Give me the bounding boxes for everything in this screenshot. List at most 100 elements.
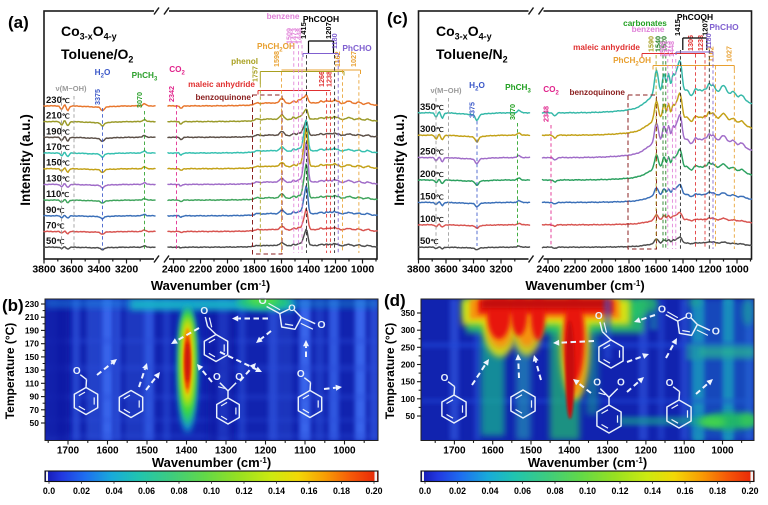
svg-text:1600: 1600 xyxy=(644,264,668,276)
svg-text:230℃: 230℃ xyxy=(46,95,70,106)
svg-text:PhCH3: PhCH3 xyxy=(505,83,531,95)
svg-text:300℃: 300℃ xyxy=(420,124,444,135)
svg-text:1238: 1238 xyxy=(696,35,705,51)
svg-text:3400: 3400 xyxy=(87,264,111,276)
svg-text:Intensity (a.u.): Intensity (a.u.) xyxy=(18,114,33,206)
svg-text:PhCH2OH: PhCH2OH xyxy=(257,42,295,54)
svg-text:3600: 3600 xyxy=(60,264,84,276)
svg-text:2348: 2348 xyxy=(541,106,550,122)
svg-text:3600: 3600 xyxy=(434,264,458,276)
svg-text:3070: 3070 xyxy=(508,104,517,120)
svg-text:50℃: 50℃ xyxy=(420,236,439,247)
svg-text:2400: 2400 xyxy=(536,264,560,276)
svg-text:O: O xyxy=(658,303,666,315)
svg-text:maleic anhydride: maleic anhydride xyxy=(573,43,640,52)
svg-text:2000: 2000 xyxy=(590,264,614,276)
svg-text:1600: 1600 xyxy=(482,446,505,457)
svg-text:100℃: 100℃ xyxy=(420,214,444,225)
svg-text:170: 170 xyxy=(25,339,39,349)
svg-text:70: 70 xyxy=(30,405,40,415)
svg-text:200℃: 200℃ xyxy=(420,169,444,180)
svg-text:170℃: 170℃ xyxy=(46,142,70,153)
svg-text:1306: 1306 xyxy=(686,35,695,51)
svg-text:350: 350 xyxy=(401,308,415,318)
svg-text:1266: 1266 xyxy=(317,71,326,87)
svg-text:Co3-xO4-y: Co3-xO4-y xyxy=(436,23,492,42)
svg-text:O: O xyxy=(666,378,674,389)
svg-text:benzoquinone: benzoquinone xyxy=(196,93,252,102)
svg-text:1400: 1400 xyxy=(671,264,695,276)
svg-text:230: 230 xyxy=(25,299,39,309)
svg-text:1300: 1300 xyxy=(215,446,238,457)
svg-text:150: 150 xyxy=(25,352,39,362)
svg-text:1700: 1700 xyxy=(443,446,466,457)
svg-text:O: O xyxy=(685,311,692,322)
svg-text:1200: 1200 xyxy=(698,264,722,276)
svg-text:Temperature (°C): Temperature (°C) xyxy=(3,323,17,420)
svg-text:0.12: 0.12 xyxy=(235,486,252,496)
svg-text:Co3-xO4-y: Co3-xO4-y xyxy=(61,23,117,42)
svg-text:O: O xyxy=(441,373,449,384)
svg-text:1540: 1540 xyxy=(653,36,662,52)
svg-text:O: O xyxy=(712,325,720,337)
svg-text:3375: 3375 xyxy=(93,89,102,105)
svg-text:benzene: benzene xyxy=(632,25,665,34)
svg-text:200: 200 xyxy=(401,360,415,370)
svg-text:PhCHO: PhCHO xyxy=(342,43,372,53)
svg-text:(c): (c) xyxy=(387,9,408,28)
svg-text:(b): (b) xyxy=(2,296,24,315)
svg-text:1800: 1800 xyxy=(243,264,267,276)
svg-text:O: O xyxy=(235,372,243,383)
svg-text:H2O: H2O xyxy=(469,81,485,93)
svg-text:1509: 1509 xyxy=(284,28,293,44)
svg-text:210: 210 xyxy=(25,312,39,322)
svg-text:150℃: 150℃ xyxy=(420,191,444,202)
svg-text:250: 250 xyxy=(401,342,415,352)
svg-text:Wavenumber (cm-1): Wavenumber (cm-1) xyxy=(152,455,271,470)
svg-text:Temperature (°C): Temperature (°C) xyxy=(383,323,397,420)
svg-text:1520: 1520 xyxy=(659,36,668,52)
svg-text:PhCOOH: PhCOOH xyxy=(677,12,713,22)
svg-text:O: O xyxy=(200,306,208,317)
svg-text:1162: 1162 xyxy=(706,46,715,62)
svg-text:1757: 1757 xyxy=(250,66,259,82)
svg-text:100: 100 xyxy=(401,394,415,404)
svg-text:50℃: 50℃ xyxy=(46,236,65,247)
svg-text:Wavenumber (cm-1): Wavenumber (cm-1) xyxy=(151,278,270,293)
svg-text:O: O xyxy=(595,311,603,322)
svg-text:O: O xyxy=(259,295,267,307)
svg-text:110: 110 xyxy=(25,378,39,388)
svg-text:0.06: 0.06 xyxy=(514,486,531,496)
svg-text:0.16: 0.16 xyxy=(300,486,317,496)
svg-text:1027: 1027 xyxy=(349,51,358,67)
svg-text:1700: 1700 xyxy=(57,446,80,457)
svg-text:150℃: 150℃ xyxy=(46,158,70,169)
svg-text:Wavenumber (cm-1): Wavenumber (cm-1) xyxy=(528,455,647,470)
svg-text:0.0: 0.0 xyxy=(419,486,431,496)
svg-text:3070: 3070 xyxy=(135,92,144,108)
svg-text:350℃: 350℃ xyxy=(420,102,444,113)
svg-text:1590: 1590 xyxy=(647,36,656,52)
svg-text:0.02: 0.02 xyxy=(449,486,466,496)
svg-text:benzoquinone: benzoquinone xyxy=(570,88,626,97)
svg-text:1000: 1000 xyxy=(725,264,749,276)
svg-text:O: O xyxy=(617,377,625,388)
svg-text:0.02: 0.02 xyxy=(73,486,90,496)
svg-text:3400: 3400 xyxy=(462,264,486,276)
svg-text:1448: 1448 xyxy=(295,28,304,44)
svg-text:Intensity (a.u.): Intensity (a.u.) xyxy=(392,114,407,206)
svg-text:1473: 1473 xyxy=(663,41,672,57)
svg-text:phenol: phenol xyxy=(231,57,258,66)
svg-text:PhCHO: PhCHO xyxy=(709,22,739,32)
svg-text:150: 150 xyxy=(401,377,415,387)
svg-text:0.16: 0.16 xyxy=(676,486,693,496)
svg-text:1200: 1200 xyxy=(254,446,277,457)
svg-text:1473: 1473 xyxy=(289,28,298,44)
svg-text:O: O xyxy=(297,369,305,380)
svg-text:1800: 1800 xyxy=(617,264,641,276)
svg-text:3200: 3200 xyxy=(489,264,513,276)
svg-text:1400: 1400 xyxy=(297,264,321,276)
svg-text:1200: 1200 xyxy=(324,264,348,276)
svg-text:2200: 2200 xyxy=(563,264,587,276)
svg-text:2200: 2200 xyxy=(189,264,213,276)
